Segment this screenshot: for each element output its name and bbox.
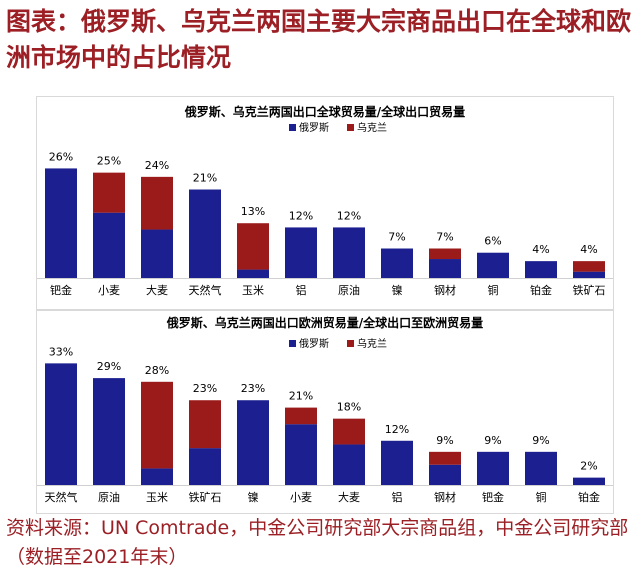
chart-panel-europe: 俄罗斯、乌克兰两国出口欧洲贸易量/全球出口至欧洲贸易量俄罗斯 乌克兰 33% 天然气 2… [36,310,614,514]
bar-russia [141,229,173,278]
category-label: 天然气 [189,283,222,297]
data-label: 9% [484,434,501,447]
category-label: 钯金 [50,283,72,297]
legend-label: 乌克兰 [357,121,387,134]
category-label: 玉米 [242,284,264,297]
data-label: 26% [49,150,73,163]
category-label: 镍 [248,490,259,504]
chart-title: 俄罗斯、乌克兰两国出口欧洲贸易量/全球出口至欧洲贸易量 [166,315,483,330]
data-label: 23% [241,382,265,395]
category-label: 小麦 [98,284,120,297]
source-note: 资料来源：UN Comtrade，中金公司研究部大宗商品组，中金公司研究部（数据… [6,517,629,568]
bar-russia [429,259,461,278]
data-label: 9% [436,434,453,447]
legend-swatch [347,124,354,131]
bar-russia [237,400,269,485]
category-label: 大麦 [338,490,360,504]
bar-russia [429,464,461,485]
legend-swatch [289,340,296,347]
bar-russia [477,451,509,485]
category-label: 玉米 [146,491,168,504]
category-label: 镍 [392,283,403,297]
legend-swatch [347,340,354,347]
bar-ukraine [93,172,125,213]
bar-russia [45,363,77,485]
category-label: 大麦 [146,283,168,297]
data-label: 13% [241,205,265,218]
data-label: 23% [193,382,217,395]
category-label: 铜 [536,490,547,504]
bar-ukraine [141,176,173,230]
category-label: 铜 [488,283,499,297]
chart-panel-global: 俄罗斯、乌克兰两国出口全球贸易量/全球出口贸易量俄罗斯 乌克兰 26% 钯金 25% 小麦… [36,96,614,310]
page-title: 图表：俄罗斯、乌克兰两国主要大宗商品出口在全球和欧洲市场中的占比情况 [6,7,632,72]
bar-russia [525,261,557,278]
legend-label: 乌克兰 [357,337,387,350]
category-label: 小麦 [290,491,312,504]
data-label: 29% [97,360,121,373]
data-label: 7% [436,231,453,244]
bar-russia [93,212,125,278]
bar-russia [45,168,77,278]
bar-ukraine [141,381,173,469]
bar-ukraine [285,407,317,425]
bar-russia [333,444,365,485]
data-label: 4% [532,243,549,256]
bar-russia [285,424,317,485]
bar-ukraine [429,451,461,465]
bar-russia [285,227,317,278]
data-label: 4% [580,243,597,256]
bar-russia [573,271,605,278]
bar-ukraine [237,223,269,270]
data-label: 25% [97,155,121,168]
bar-ukraine [573,261,605,272]
data-label: 21% [289,390,313,403]
category-label: 原油 [338,283,360,297]
bar-russia [189,189,221,278]
bar-ukraine [429,248,461,260]
data-label: 28% [145,364,169,377]
data-label: 18% [337,401,361,414]
bar-russia [141,468,173,485]
legend-label: 俄罗斯 [299,337,329,350]
legend-label: 俄罗斯 [299,121,329,134]
category-label: 铂金 [530,283,552,297]
data-label: 12% [337,209,361,222]
bar-russia [477,252,509,278]
bar-russia [525,451,557,485]
bar-ukraine [333,418,365,445]
bar-russia [381,440,413,485]
data-label: 6% [484,235,501,248]
bar-russia [189,448,221,485]
data-label: 12% [289,209,313,222]
category-label: 天然气 [45,490,78,504]
data-label: 2% [580,460,597,473]
category-label: 铝 [392,490,403,504]
category-label: 钢材 [434,283,456,297]
data-label: 7% [388,231,405,244]
bar-russia [381,248,413,278]
data-label: 9% [532,434,549,447]
category-label: 钢材 [434,490,456,504]
bar-russia [237,269,269,278]
category-label: 铁矿石 [573,284,606,297]
category-label: 钯金 [482,490,504,504]
bar-russia [573,477,605,485]
data-label: 24% [145,159,169,172]
chart-title: 俄罗斯、乌克兰两国出口全球贸易量/全球出口贸易量 [184,104,465,119]
bar-russia [93,378,125,485]
data-label: 21% [193,172,217,185]
category-label: 原油 [98,490,120,504]
bar-russia [333,227,365,278]
data-label: 33% [49,345,73,358]
bar-ukraine [189,400,221,449]
legend-swatch [289,124,296,131]
data-label: 12% [385,423,409,436]
category-label: 铂金 [578,490,600,504]
category-label: 铝 [296,283,307,297]
category-label: 铁矿石 [189,491,222,504]
